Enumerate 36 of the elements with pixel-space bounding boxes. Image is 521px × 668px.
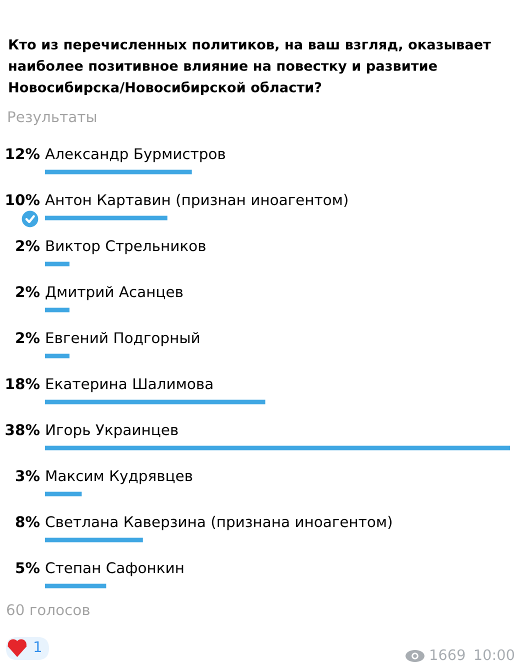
y-tick-label: Александр Бурмистров <box>45 148 226 162</box>
bar <box>45 216 168 220</box>
y-tick-label: Виктор Стрельников <box>46 240 206 254</box>
y-tick-label: Степан Сафонкин <box>46 562 184 576</box>
data-label: 2% <box>16 240 40 252</box>
bar <box>45 446 510 450</box>
bar <box>45 400 266 404</box>
data-label: 3% <box>16 470 40 482</box>
bar <box>45 538 143 542</box>
y-tick-label: Антон Картавин (признан иноагентом) <box>45 194 348 208</box>
text: 60 голосов <box>7 604 90 616</box>
y-tick-label: Светлана Каверзина (признана иноагентом) <box>46 516 392 530</box>
y-tick-label: Игорь Украинцев <box>46 424 178 438</box>
bar <box>45 492 82 496</box>
data-label: 10% <box>6 194 40 206</box>
y-tick-label: Екатерина Шалимова <box>46 378 212 392</box>
bar <box>45 584 106 588</box>
chart-title: Кто из перечисленных политиков, на ваш взгляд, оказывает наиболее позитивное влияние на повестку и развитие Новосибирска/Новосибирской области? <box>9 39 491 96</box>
text: 1 <box>34 641 42 652</box>
y-tick-label: Дмитрий Асанцев <box>46 286 183 300</box>
text: 10:00 <box>474 649 514 660</box>
y-tick-label: Максим Кудрявцев <box>46 470 192 484</box>
data-label: 18% <box>6 378 40 390</box>
y-tick-label: Евгений Подгорный <box>46 332 200 346</box>
bar <box>45 308 70 312</box>
text: 1669 <box>430 649 465 660</box>
data-label: 38% <box>6 424 40 436</box>
bar <box>45 170 192 174</box>
bar <box>45 262 70 266</box>
data-label: 2% <box>16 286 40 298</box>
data-label: 12% <box>6 148 40 160</box>
chart-subtitle: Результаты <box>8 111 96 126</box>
data-label: 8% <box>16 516 40 528</box>
data-label: 5% <box>16 562 40 574</box>
bar <box>45 354 70 358</box>
data-label: 2% <box>16 332 40 344</box>
